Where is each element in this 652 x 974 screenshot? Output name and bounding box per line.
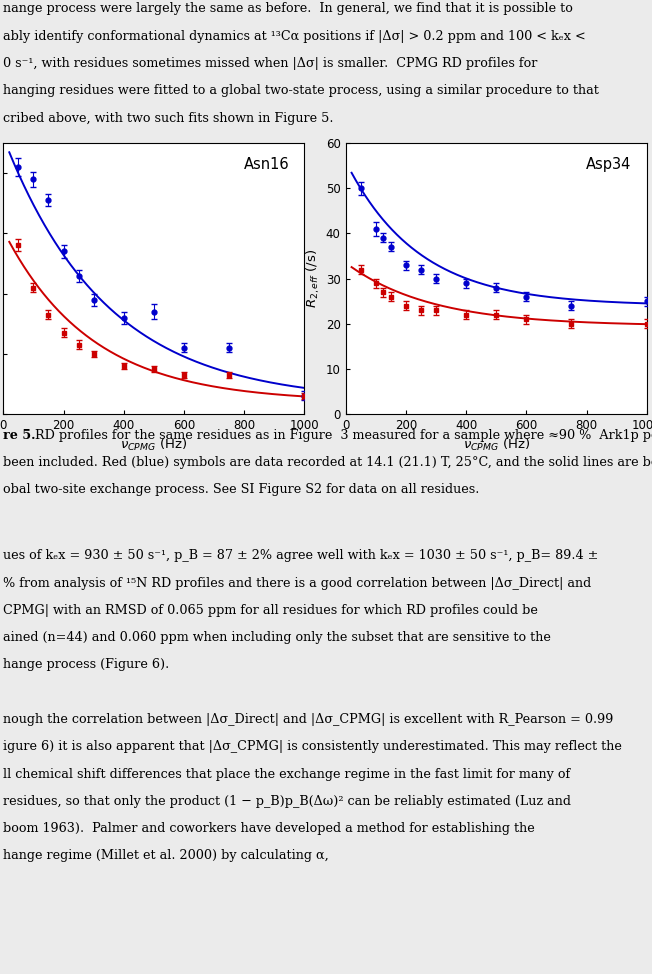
Text: boom 1963).  Palmer and coworkers have developed a method for establishing the: boom 1963). Palmer and coworkers have de… (3, 822, 535, 835)
Text: nough the correlation between |Δσ_Direct| and |Δσ_CPMG| is excellent with R_Pear: nough the correlation between |Δσ_Direct… (3, 713, 614, 726)
Text: hange regime (Millet et al. 2000) by calculating α,: hange regime (Millet et al. 2000) by cal… (3, 849, 329, 862)
Text: Asn16: Asn16 (244, 157, 289, 171)
Text: obal two-site exchange process. See SI Figure S2 for data on all residues.: obal two-site exchange process. See SI F… (3, 483, 480, 496)
Text: igure 6) it is also apparent that |Δσ_CPMG| is consistently underestimated. This: igure 6) it is also apparent that |Δσ_CP… (3, 740, 622, 753)
Text: ues of kₑx = 930 ± 50 s⁻¹, p_B = 87 ± 2% agree well with kₑx = 1030 ± 50 s⁻¹, p_: ues of kₑx = 930 ± 50 s⁻¹, p_B = 87 ± 2%… (3, 549, 599, 562)
Text: re 5.: re 5. (3, 429, 36, 441)
X-axis label: $\nu_{CPMG}$ (Hz): $\nu_{CPMG}$ (Hz) (120, 437, 188, 454)
Text: ained (n=44) and 0.060 ppm when including only the subset that are sensitive to : ained (n=44) and 0.060 ppm when includin… (3, 631, 551, 644)
Text: been included. Red (blue) symbols are data recorded at 14.1 (21.1) T, 25°C, and : been included. Red (blue) symbols are da… (3, 456, 652, 468)
Text: nange process were largely the same as before.  In general, we find that it is p: nange process were largely the same as b… (3, 2, 573, 16)
Text: hanging residues were fitted to a global two-state process, using a similar proc: hanging residues were fitted to a global… (3, 84, 599, 97)
Text: % from analysis of ¹⁵N RD profiles and there is a good correlation between |Δσ_D: % from analysis of ¹⁵N RD profiles and t… (3, 577, 591, 589)
Text: Asp34: Asp34 (586, 157, 632, 171)
Y-axis label: $R_{2,eff}$ (/s): $R_{2,eff}$ (/s) (304, 249, 321, 308)
Text: ably identify conformational dynamics at ¹³Cα positions if |Δσ| > 0.2 ppm and 10: ably identify conformational dynamics at… (3, 29, 586, 43)
Text: cribed above, with two such fits shown in Figure 5.: cribed above, with two such fits shown i… (3, 111, 334, 125)
X-axis label: $\nu_{CPMG}$ (Hz): $\nu_{CPMG}$ (Hz) (462, 437, 530, 454)
Text: ll chemical shift differences that place the exchange regime in the fast limit f: ll chemical shift differences that place… (3, 768, 570, 780)
Text: 0 s⁻¹, with residues sometimes missed when |Δσ| is smaller.  CPMG RD profiles fo: 0 s⁻¹, with residues sometimes missed wh… (3, 56, 538, 70)
Text: residues, so that only the product (1 − p_B)p_B(Δω)² can be reliably estimated (: residues, so that only the product (1 − … (3, 795, 571, 807)
Text: hange process (Figure 6).: hange process (Figure 6). (3, 658, 170, 671)
Text: CPMG| with an RMSD of 0.065 ppm for all residues for which RD profiles could be: CPMG| with an RMSD of 0.065 ppm for all … (3, 604, 538, 617)
Text: RD profiles for the same residues as in Figure  3 measured for a sample where ≈9: RD profiles for the same residues as in … (31, 429, 652, 441)
